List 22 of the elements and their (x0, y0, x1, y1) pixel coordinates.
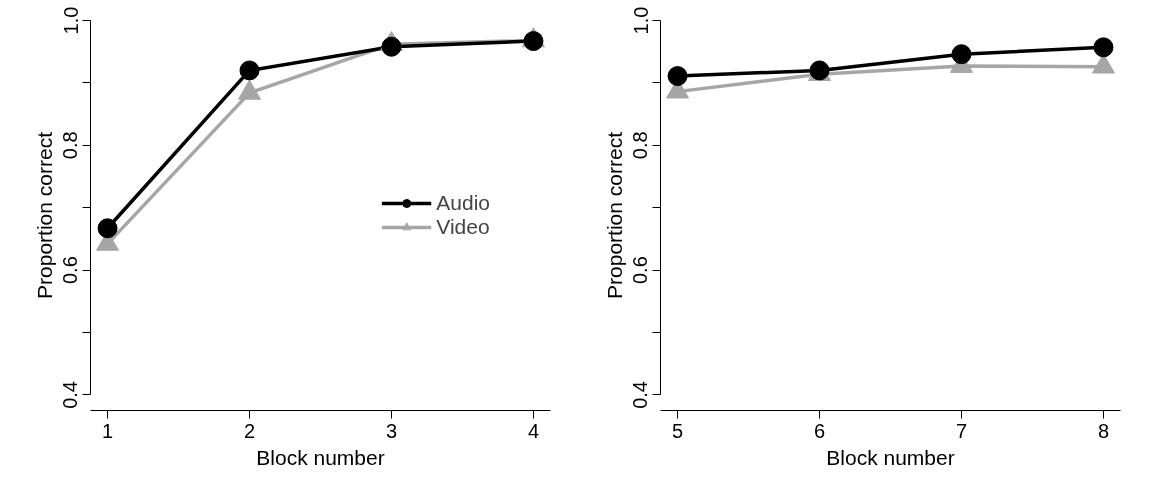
y-tick-label: 0.4 (629, 380, 652, 409)
x-tick-label: 8 (1097, 419, 1110, 442)
x-axis-title: Block number (826, 445, 955, 469)
legend-label: Audio (436, 191, 490, 215)
y-axis-title: Proportion correct (602, 131, 626, 299)
y-axis-title: Proportion correct (32, 131, 56, 299)
y-tick-label: 0.6 (59, 256, 82, 284)
x-tick-label: 7 (955, 419, 968, 442)
legend-label: Video (436, 215, 490, 239)
y-tick-label: 0.4 (59, 380, 82, 409)
y-tick-label: 0.8 (629, 131, 652, 160)
text: 1.0 (629, 6, 652, 35)
x-tick-label: 3 (385, 419, 398, 442)
text: 1.0 (59, 6, 82, 35)
y-tick-label: 0.8 (59, 131, 82, 160)
x-tick-label: 6 (813, 419, 826, 442)
x-tick-label: 4 (527, 419, 540, 442)
x-tick-label: 5 (671, 419, 684, 442)
x-tick-label: 1 (101, 419, 114, 442)
x-tick-label: 2 (243, 419, 256, 442)
y-tick-label: 0.6 (629, 256, 652, 284)
x-axis-title: Block number (256, 445, 385, 469)
